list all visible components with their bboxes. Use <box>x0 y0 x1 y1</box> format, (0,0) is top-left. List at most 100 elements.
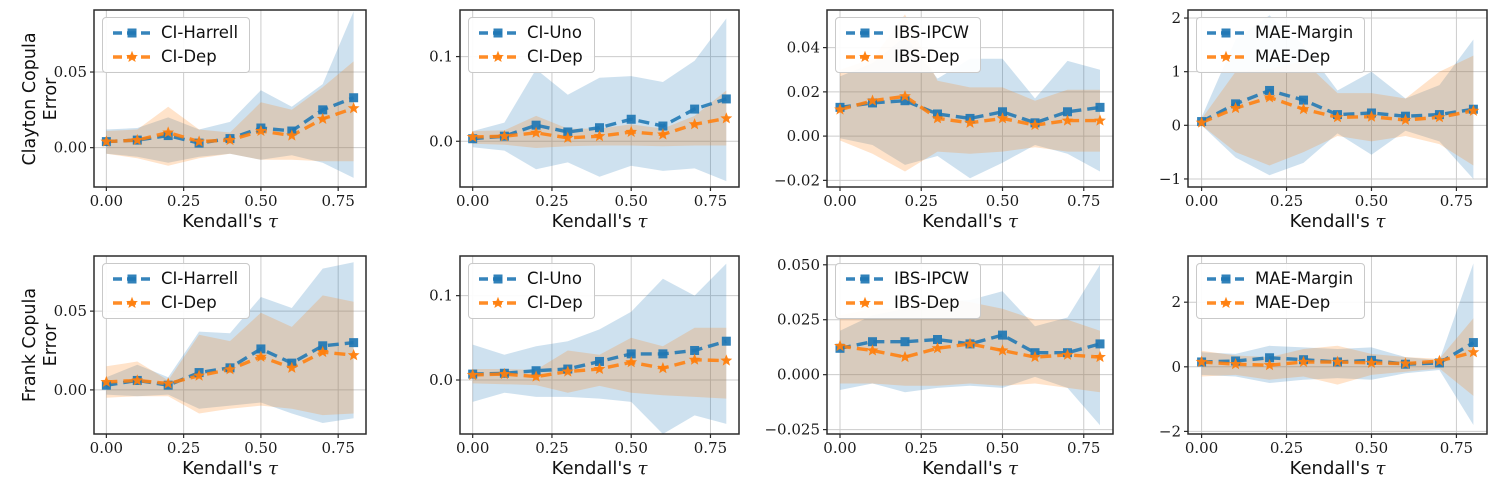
y-tick-label: 0.04 <box>787 39 820 57</box>
star-marker <box>224 133 236 146</box>
legend-label: IBS-IPCW <box>894 23 969 42</box>
star-marker <box>347 102 360 114</box>
x-axis-label-text: Kendall's <box>551 458 638 479</box>
y-tick-label: 0.000 <box>777 366 820 384</box>
plot-area: 0.00 0.25 0.50 0.75 0.0 0.1 <box>429 255 740 457</box>
legend-entry: IBS-IPCW <box>845 23 969 43</box>
y-tick-label: 0 <box>1171 116 1181 134</box>
x-tick-label: 0.75 <box>1067 192 1100 210</box>
star-marker <box>1029 118 1041 131</box>
x-axis-label: Kendall's τ <box>182 458 278 479</box>
star-marker <box>1399 113 1412 125</box>
chart-cell-r1c0: 0.00 0.25 0.50 0.75 0.00 0.05 CI-Harrell CI-Dep… <box>0 246 374 493</box>
square-marker <box>690 345 700 355</box>
legend-line-star-icon <box>479 296 517 309</box>
x-tick-label: 0.50 <box>1355 192 1388 210</box>
axes-spines <box>826 255 1114 435</box>
legend-line-square-icon <box>113 274 151 284</box>
star-marker <box>498 129 511 142</box>
legend-label: CI-Uno <box>527 23 582 42</box>
square-marker <box>626 349 636 359</box>
series-line <box>839 98 1101 125</box>
tau-symbol: τ <box>267 211 278 232</box>
star-marker <box>1365 356 1378 368</box>
star-marker <box>193 369 205 381</box>
confidence-band <box>472 263 727 434</box>
x-axis-label: Kendall's τ <box>182 211 278 232</box>
chart-cell-r1c2: 0.00 0.25 0.50 0.75 −0.025 0.000 0.025 0.050 IBS… <box>747 246 1121 493</box>
plot-area: 0.00 0.25 0.50 0.75 −2 0 2 <box>1159 255 1488 457</box>
star-marker <box>1195 116 1208 128</box>
star-marker <box>1433 354 1446 367</box>
square-marker <box>595 123 604 133</box>
y-axis-label-row1: Frank Copula Error <box>20 288 62 402</box>
y-tick-label: −0.02 <box>774 171 820 189</box>
square-marker <box>1063 107 1072 117</box>
legend-label: CI-Dep <box>161 293 217 312</box>
star-marker <box>899 90 911 102</box>
square-marker <box>163 131 173 141</box>
x-tick-label: 0.75 <box>694 439 727 457</box>
star-marker <box>1433 111 1446 123</box>
square-marker <box>721 336 731 346</box>
x-tick-label: 0.00 <box>823 439 856 457</box>
star-marker <box>285 361 298 373</box>
star-marker <box>720 112 733 124</box>
legend-entry: IBS-IPCW <box>845 269 969 289</box>
x-axis-label-text: Kendall's <box>922 211 1008 232</box>
star-marker <box>1061 348 1074 360</box>
star-marker <box>657 128 669 140</box>
y-tick-label: 0.025 <box>777 311 820 329</box>
star-marker <box>1331 355 1344 367</box>
star-marker <box>720 354 733 366</box>
y-tick-label: 0.05 <box>54 302 87 320</box>
legend-entry: CI-Uno <box>478 269 583 289</box>
legend: MAE-Margin MAE-Dep <box>1196 263 1366 319</box>
y-tick-label: −2 <box>1159 422 1181 440</box>
star-marker <box>1263 358 1276 371</box>
chart-cell-r0c2: 0.00 0.25 0.50 0.75 −0.02 0.00 0.02 0.04 IBS-IPC… <box>747 0 1121 246</box>
star-marker <box>1467 346 1480 358</box>
square-marker <box>1265 353 1275 363</box>
star-marker <box>1229 101 1242 114</box>
legend-entry: CI-Harrell <box>112 23 238 43</box>
star-marker <box>1399 357 1412 369</box>
star-marker <box>657 362 669 374</box>
square-marker <box>721 94 731 104</box>
x-tick-label: 0.75 <box>1440 192 1473 210</box>
square-marker <box>318 341 328 351</box>
square-marker <box>595 356 604 366</box>
x-tick-label: 0.25 <box>1270 439 1303 457</box>
star-marker <box>466 130 479 143</box>
y-axis-label-row0: Clayton Copula Error <box>20 32 62 165</box>
plot-area: 0.00 0.25 0.50 0.75 0.00 0.05 <box>54 255 367 457</box>
square-marker <box>1468 338 1478 348</box>
legend-line-star-icon <box>113 50 151 63</box>
x-axis-label-text: Kendall's <box>1289 211 1376 232</box>
legend-entry: CI-Dep <box>478 47 583 67</box>
legend-label: MAE-Dep <box>1255 47 1331 66</box>
x-tick-label: 0.25 <box>167 439 200 457</box>
x-tick-label: 0.00 <box>456 439 489 457</box>
square-marker <box>1265 85 1275 95</box>
legend-label: CI-Uno <box>527 269 582 288</box>
legend-entry: IBS-Dep <box>845 293 969 313</box>
square-marker <box>658 121 668 131</box>
star-marker <box>224 363 236 375</box>
plot-area: 0.00 0.25 0.50 0.75 −0.025 0.000 0.025 0.050 <box>764 255 1114 457</box>
tau-symbol: τ <box>637 458 648 479</box>
chart-cell-r1c1: 0.00 0.25 0.50 0.75 0.0 0.1 CI-Uno CI-Dep Kendal… <box>374 246 747 493</box>
tau-symbol: τ <box>1007 211 1018 232</box>
legend: CI-Harrell CI-Dep <box>102 263 251 319</box>
star-marker <box>688 118 701 130</box>
star-marker <box>100 375 113 388</box>
legend-label: CI-Harrell <box>161 269 239 288</box>
x-axis-label: Kendall's τ <box>922 211 1018 232</box>
star-marker <box>255 350 267 362</box>
x-tick-label: 0.00 <box>1185 192 1218 210</box>
square-marker <box>868 337 877 347</box>
legend-entry: MAE-Dep <box>1206 47 1353 67</box>
chart-cell-r0c3: 0.00 0.25 0.50 0.75 −1 0 1 2 MAE-Margin MAE-Dep Ke… <box>1121 0 1495 246</box>
y-tick-label: 0.0 <box>429 371 453 389</box>
